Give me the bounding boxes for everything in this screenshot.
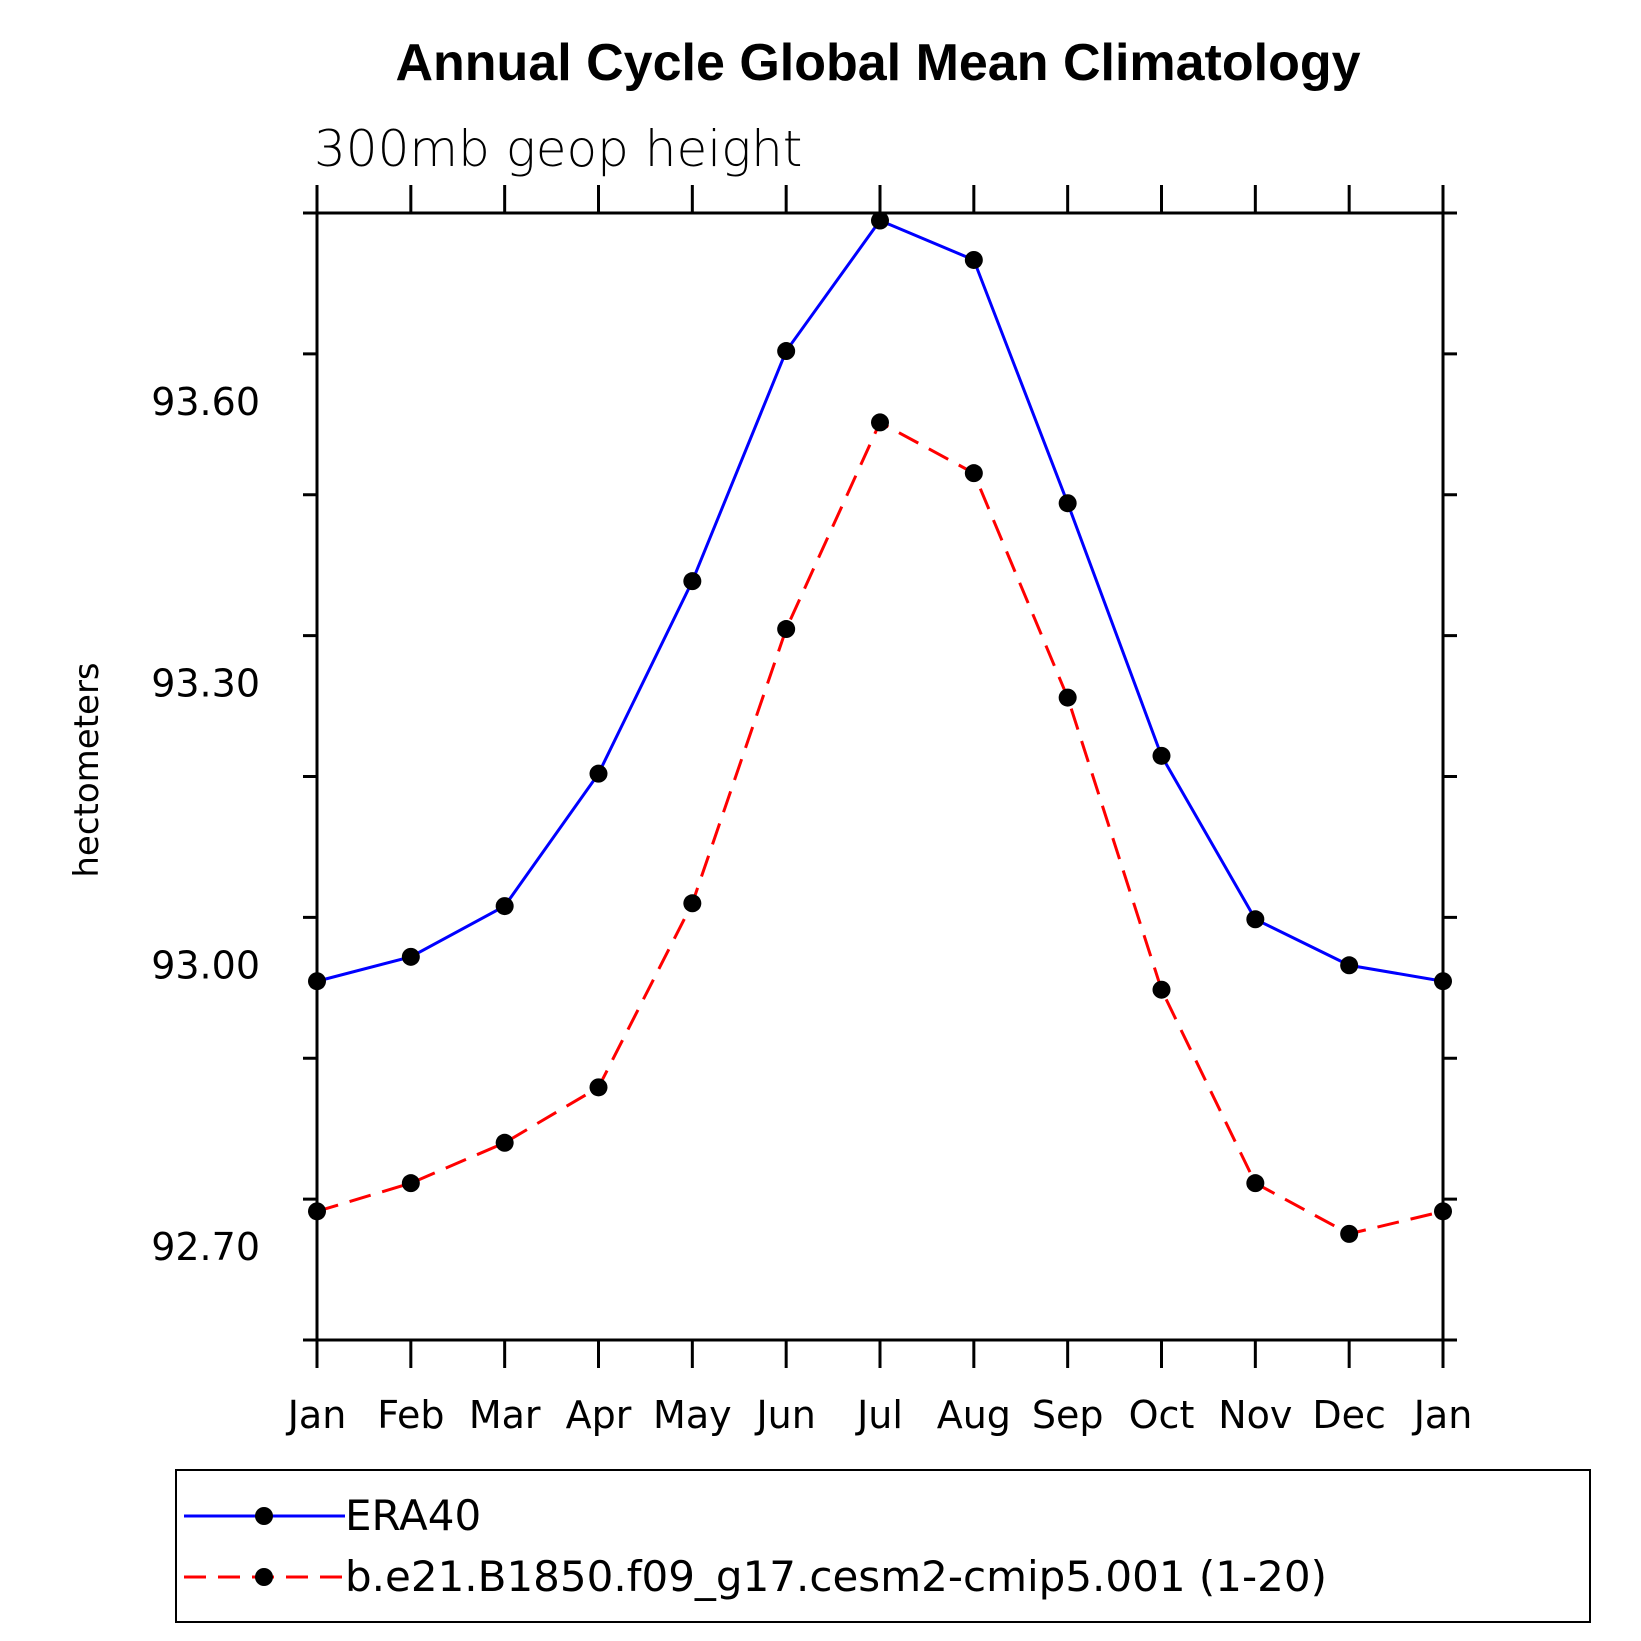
data-point — [589, 1078, 608, 1097]
data-point — [871, 211, 889, 230]
y-tick-label: 93.30 — [151, 662, 260, 706]
x-tick-label: Sep — [1032, 1393, 1104, 1437]
data-point — [1152, 746, 1171, 765]
data-point — [401, 1174, 420, 1193]
y-tick-label: 92.70 — [151, 1225, 260, 1269]
data-point — [1058, 494, 1077, 513]
x-tick-label: Jan — [286, 1393, 347, 1437]
x-tick-label: Mar — [469, 1393, 541, 1437]
data-point — [871, 413, 889, 432]
legend-box — [175, 1469, 1591, 1623]
x-tick-label: Nov — [1218, 1393, 1292, 1437]
series-layer — [308, 211, 1452, 1243]
x-tick-label: Jan — [1412, 1393, 1473, 1437]
data-point — [1340, 956, 1359, 975]
series-line — [316, 218, 1444, 983]
x-tick-label: Feb — [377, 1393, 444, 1437]
x-tick-label: Dec — [1312, 1393, 1386, 1437]
legend-marker — [255, 1507, 273, 1525]
data-point — [964, 464, 983, 483]
x-tick-label: Jul — [855, 1393, 903, 1437]
data-point — [1340, 1224, 1359, 1243]
x-tick-label: Jun — [754, 1393, 815, 1437]
axis-ticks — [303, 185, 1457, 1368]
data-point — [683, 572, 702, 591]
data-point — [777, 342, 796, 361]
legend-marker — [255, 1568, 273, 1586]
plot-frame — [315, 211, 1445, 1342]
legend-label: ERA40 — [345, 1491, 481, 1540]
data-point — [1058, 688, 1077, 707]
y-tick-label: 93.60 — [151, 380, 260, 424]
chart-subtitle: 300mb geop height — [314, 120, 802, 178]
data-point — [495, 1133, 514, 1152]
data-point — [1246, 910, 1265, 929]
data-point — [964, 250, 983, 269]
data-point — [683, 894, 702, 913]
x-tick-label: Apr — [566, 1393, 632, 1437]
series-line — [316, 420, 1444, 1236]
data-point — [589, 764, 608, 783]
legend-items: ERA40 b.e21.B1850.f09_g17.cesm2-cmip5.001… — [184, 1491, 1327, 1601]
legend-label: b.e21.B1850.f09_g17.cesm2-cmip5.001 (1-2… — [345, 1552, 1327, 1601]
y-tick-label: 93.00 — [151, 943, 260, 987]
chart-title: Annual Cycle Global Mean Climatology — [395, 34, 1360, 92]
legend: ERA40 b.e21.B1850.f09_g17.cesm2-cmip5.001… — [175, 1469, 1591, 1623]
data-point — [777, 620, 796, 639]
y-tick-labels: 92.70 93.00 93.30 93.60 — [151, 380, 260, 1269]
x-tick-label: Oct — [1129, 1393, 1195, 1437]
data-point — [495, 897, 514, 916]
data-point — [1152, 980, 1171, 999]
data-point — [401, 947, 420, 966]
y-axis-label: hectometers — [67, 662, 107, 877]
data-point — [1246, 1174, 1265, 1193]
x-tick-labels: Jan Feb Mar Apr May Jun Jul Aug Sep Oct Nov Dec Jan — [286, 1393, 1473, 1437]
x-tick-label: Aug — [937, 1393, 1011, 1437]
x-tick-label: May — [653, 1393, 732, 1437]
